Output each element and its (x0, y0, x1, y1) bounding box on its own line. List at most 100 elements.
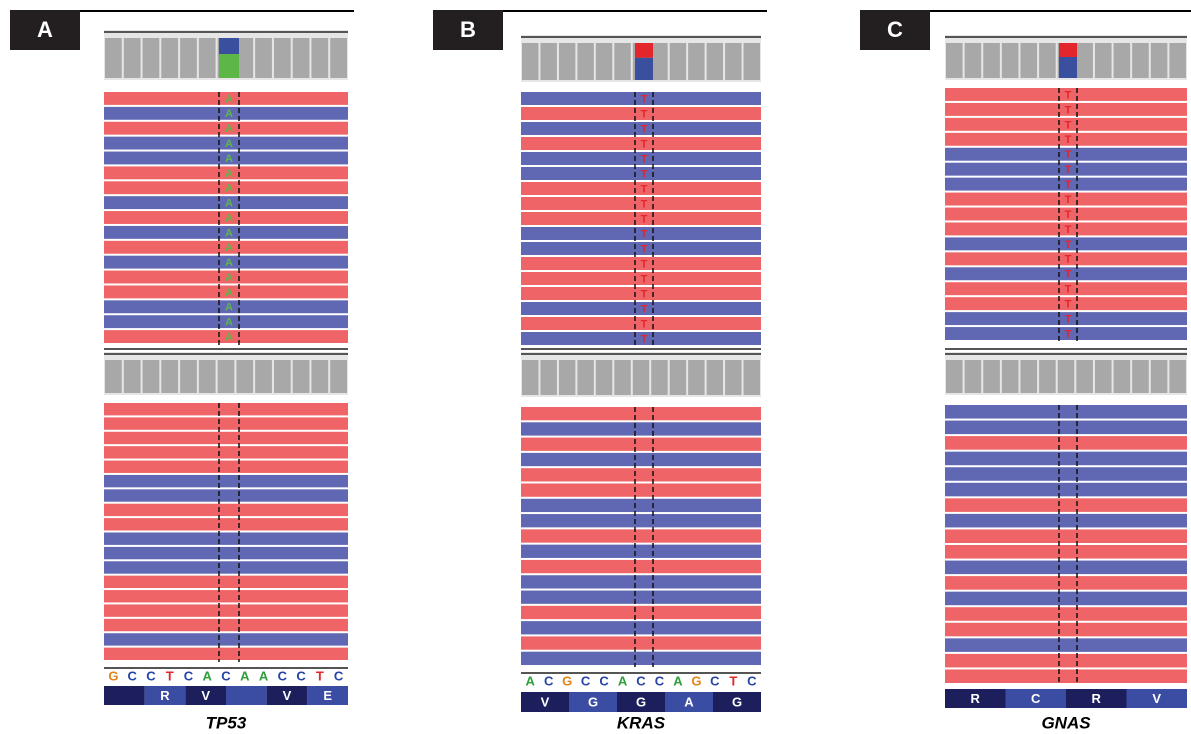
coverage-bar (633, 360, 649, 395)
coverage-bar (1039, 43, 1056, 78)
read (104, 518, 348, 530)
coverage-bar (1095, 360, 1112, 393)
coverage-bar (1002, 360, 1019, 393)
coverage-bar (311, 360, 328, 393)
variant-base: A (225, 302, 233, 314)
coverage-bar (559, 43, 575, 80)
coverage-bar (577, 43, 593, 80)
variant-base: A (225, 242, 233, 254)
sequence-base: C (221, 668, 231, 683)
amino-acid: G (588, 694, 598, 709)
coverage-bar (124, 360, 141, 393)
read (104, 619, 348, 631)
variant-base: A (225, 198, 233, 210)
read (945, 529, 1187, 543)
read (104, 432, 348, 444)
coverage-bar (236, 360, 253, 393)
variant-base: T (641, 228, 648, 240)
variant-base: T (641, 183, 648, 195)
coverage-bar (1132, 360, 1149, 393)
sequence-base: A (259, 668, 269, 683)
coverage-bar (1169, 43, 1186, 78)
variant-base: A (225, 168, 233, 180)
amino-acid: R (160, 688, 170, 703)
coverage-bar (274, 38, 291, 78)
coverage-bar (105, 360, 122, 393)
variant-base: A (225, 227, 233, 239)
coverage-bar (596, 360, 612, 395)
read (104, 461, 348, 473)
read (104, 547, 348, 559)
sequence-base: C (599, 673, 609, 688)
variant-base: A (225, 287, 233, 299)
variant-base: T (641, 333, 648, 345)
variant-base: A (225, 331, 233, 343)
amino-acid: G (732, 694, 742, 709)
coverage-bar (559, 360, 575, 395)
read (104, 604, 348, 616)
variant-base: T (641, 198, 648, 210)
read (945, 498, 1187, 512)
coverage-bar (199, 38, 216, 78)
coverage-bar (688, 360, 704, 395)
coverage-bar (1151, 43, 1168, 78)
read (104, 648, 348, 660)
read (104, 561, 348, 573)
coverage-bar (688, 43, 704, 80)
read (104, 417, 348, 429)
amino-acid: R (971, 691, 981, 706)
coverage-bar (1114, 360, 1131, 393)
variant-base: A (225, 257, 233, 269)
read (104, 633, 348, 645)
variant-base: A (225, 138, 233, 150)
allele-bar (1059, 43, 1077, 57)
variant-base: T (641, 318, 648, 330)
read (521, 422, 761, 435)
coverage-bar (1132, 43, 1149, 78)
coverage-bar (596, 43, 612, 80)
variant-base: T (1065, 119, 1072, 131)
coverage-bar (143, 360, 160, 393)
coverage-bar (1076, 360, 1093, 393)
coverage-bar (725, 360, 741, 395)
amino-acid: A (684, 694, 694, 709)
variant-base: A (225, 93, 233, 105)
read (521, 545, 761, 558)
coverage-bar (707, 360, 723, 395)
amino-acid: V (541, 694, 550, 709)
coverage-bar (522, 360, 538, 395)
read (945, 421, 1187, 435)
read (945, 638, 1187, 652)
coverage-bar (293, 38, 310, 78)
variant-base: T (1065, 164, 1072, 176)
read (945, 405, 1187, 419)
read (521, 438, 761, 451)
sequence-base: C (636, 673, 646, 688)
read (945, 467, 1187, 481)
coverage-bar (983, 43, 1000, 78)
gene-name: TP53 (206, 713, 247, 732)
coverage-bar (946, 360, 963, 393)
read (104, 446, 348, 458)
read (521, 453, 761, 466)
amino-acid-cell (104, 686, 145, 705)
sequence-base: C (184, 668, 194, 683)
read (945, 623, 1187, 637)
amino-acid: E (323, 688, 332, 703)
read (945, 576, 1187, 590)
coverage-bar (105, 38, 122, 78)
sequence-base: A (526, 673, 536, 688)
read (945, 452, 1187, 466)
variant-base: T (641, 138, 648, 150)
read (521, 591, 761, 604)
amino-acid: V (283, 688, 292, 703)
coverage-bar (143, 38, 160, 78)
sequence-base: C (581, 673, 591, 688)
coverage-bar (1020, 360, 1037, 393)
variant-base: A (225, 183, 233, 195)
coverage-bar (1039, 360, 1056, 393)
variant-base: T (641, 288, 648, 300)
coverage-bar (199, 360, 216, 393)
coverage-bar (965, 360, 982, 393)
read (945, 483, 1187, 497)
